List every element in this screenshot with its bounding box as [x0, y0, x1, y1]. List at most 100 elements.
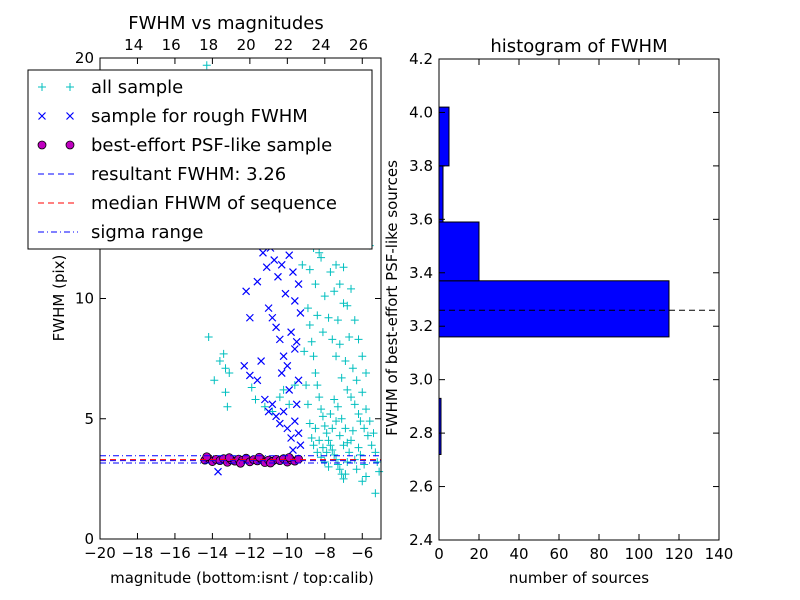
scatter-point-plus	[369, 429, 378, 438]
scatter-point-plus	[322, 429, 331, 438]
scatter-point-x	[285, 385, 294, 394]
scatter-point-x	[290, 417, 299, 426]
histogram-plot-frame	[438, 58, 720, 541]
scatter-point-plus	[204, 332, 213, 341]
scatter-point-plus	[341, 424, 350, 433]
scatter-point-x	[289, 268, 297, 276]
scatter-point-plus	[302, 381, 311, 390]
scatter-top-tick-label: 26	[349, 36, 368, 54]
scatter-point-x	[264, 407, 273, 416]
scatter-x-tick-label: −8	[314, 544, 336, 562]
scatter-point-x	[283, 361, 292, 370]
scatter-point-plus	[348, 426, 357, 435]
scatter-point-plus	[311, 424, 320, 433]
scatter-point-plus	[335, 465, 344, 474]
scatter-point-plus	[345, 448, 354, 457]
histogram-x-ticks: 0 20 40 60 80 100 120 140	[434, 59, 733, 563]
scatter-point-plus	[354, 335, 363, 344]
histogram-y-label: FWHM of best-effort PSF-like sources	[383, 160, 401, 436]
histogram-y-tick-label: 4.0	[409, 103, 433, 121]
scatter-point-plus	[202, 61, 211, 70]
histogram-x-tick-label: 20	[469, 545, 488, 563]
scatter-point-x	[245, 371, 254, 380]
scatter-point-plus	[285, 400, 294, 409]
scatter-point-plus	[275, 393, 284, 402]
histogram-y-tick-label: 3.2	[409, 317, 433, 335]
histogram-chart: histogram of FWHM 0 20 40 60 80 100 120 140 2.4…	[383, 36, 733, 587]
scatter-point-plus	[313, 311, 322, 320]
scatter-point-x	[290, 345, 299, 353]
scatter-point-x	[262, 263, 271, 272]
scatter-point-x	[296, 309, 305, 317]
scatter-point-plus	[356, 417, 365, 426]
scatter-point-plus	[303, 400, 312, 409]
scatter-point-plus	[326, 409, 335, 418]
scatter-point-plus	[363, 431, 372, 440]
scatter-point-plus	[290, 381, 299, 390]
scatter-point-plus	[350, 316, 359, 325]
scatter-point-x	[283, 424, 292, 433]
scatter-point-plus	[332, 352, 341, 361]
scatter-point-x	[285, 251, 294, 260]
scatter-point-x	[292, 337, 301, 346]
scatter-x-tick-label: −6	[351, 544, 373, 562]
scatter-y-tick-label: 20	[75, 49, 94, 67]
scatter-point-plus	[343, 385, 352, 394]
scatter-point-x	[294, 376, 303, 385]
scatter-point-plus	[309, 352, 318, 361]
scatter-point-plus	[223, 402, 232, 411]
scatter-y-tick-label: 10	[75, 290, 94, 308]
histogram-bar	[438, 280, 670, 338]
scatter-point-plus	[358, 477, 367, 486]
scatter-point-plus	[326, 268, 335, 277]
scatter-point-plus	[318, 328, 327, 337]
scatter-top-tick-label: 18	[199, 36, 218, 54]
histogram-y-tick-label: 2.8	[409, 424, 433, 442]
legend-item: best-effort PSF-like sample	[37, 135, 332, 156]
scatter-point-x	[260, 395, 269, 404]
scatter-point-plus	[360, 460, 369, 469]
histogram-y-tick-label: 4.2	[409, 50, 433, 68]
scatter-point-x	[296, 441, 305, 450]
scatter-point-x	[257, 357, 266, 365]
scatter-point-x	[214, 467, 222, 476]
scatter-point-x	[281, 289, 290, 298]
histogram-bar	[438, 165, 444, 223]
scatter-point-plus	[324, 436, 333, 445]
scatter-y-ticks: 0 5 10 20	[75, 49, 381, 548]
histogram-y-tick-label: 2.6	[409, 478, 433, 496]
scatter-point-plus	[343, 301, 352, 310]
histogram-y-tick-label: 3.0	[409, 371, 433, 389]
histogram-y-tick-label: 3.8	[409, 157, 433, 175]
scatter-point-plus	[311, 280, 320, 289]
scatter-point-plus	[335, 340, 344, 349]
scatter-x-tick-label: −18	[122, 544, 154, 562]
scatter-point-circle	[202, 452, 212, 462]
scatter-point-plus	[358, 352, 367, 361]
scatter-point-plus	[343, 438, 352, 447]
scatter-point-plus	[328, 335, 337, 344]
scatter-point-plus	[335, 280, 344, 289]
histogram-x-tick-label: 0	[434, 545, 444, 563]
scatter-point-plus	[305, 265, 314, 274]
scatter-point-plus	[356, 450, 365, 459]
scatter-point-plus	[337, 414, 346, 423]
scatter-point-plus	[352, 465, 361, 474]
scatter-point-x	[253, 277, 262, 286]
scatter-x-tick-label: −10	[272, 544, 304, 562]
scatter-point-plus	[352, 376, 361, 385]
scatter-point-plus	[225, 369, 234, 378]
scatter-point-plus	[371, 489, 380, 498]
scatter-point-x	[272, 412, 281, 421]
scatter-point-plus	[343, 458, 352, 467]
scatter-point-plus	[324, 313, 333, 322]
legend-label: sample for rough FWHM	[91, 106, 308, 127]
scatter-point-plus	[367, 441, 376, 450]
scatter-point-x	[253, 376, 262, 385]
legend-label: all sample	[91, 77, 183, 98]
histogram-x-label: number of sources	[509, 569, 649, 587]
scatter-point-plus	[322, 448, 331, 457]
scatter-point-x	[268, 313, 277, 322]
scatter-point-x	[272, 323, 281, 332]
